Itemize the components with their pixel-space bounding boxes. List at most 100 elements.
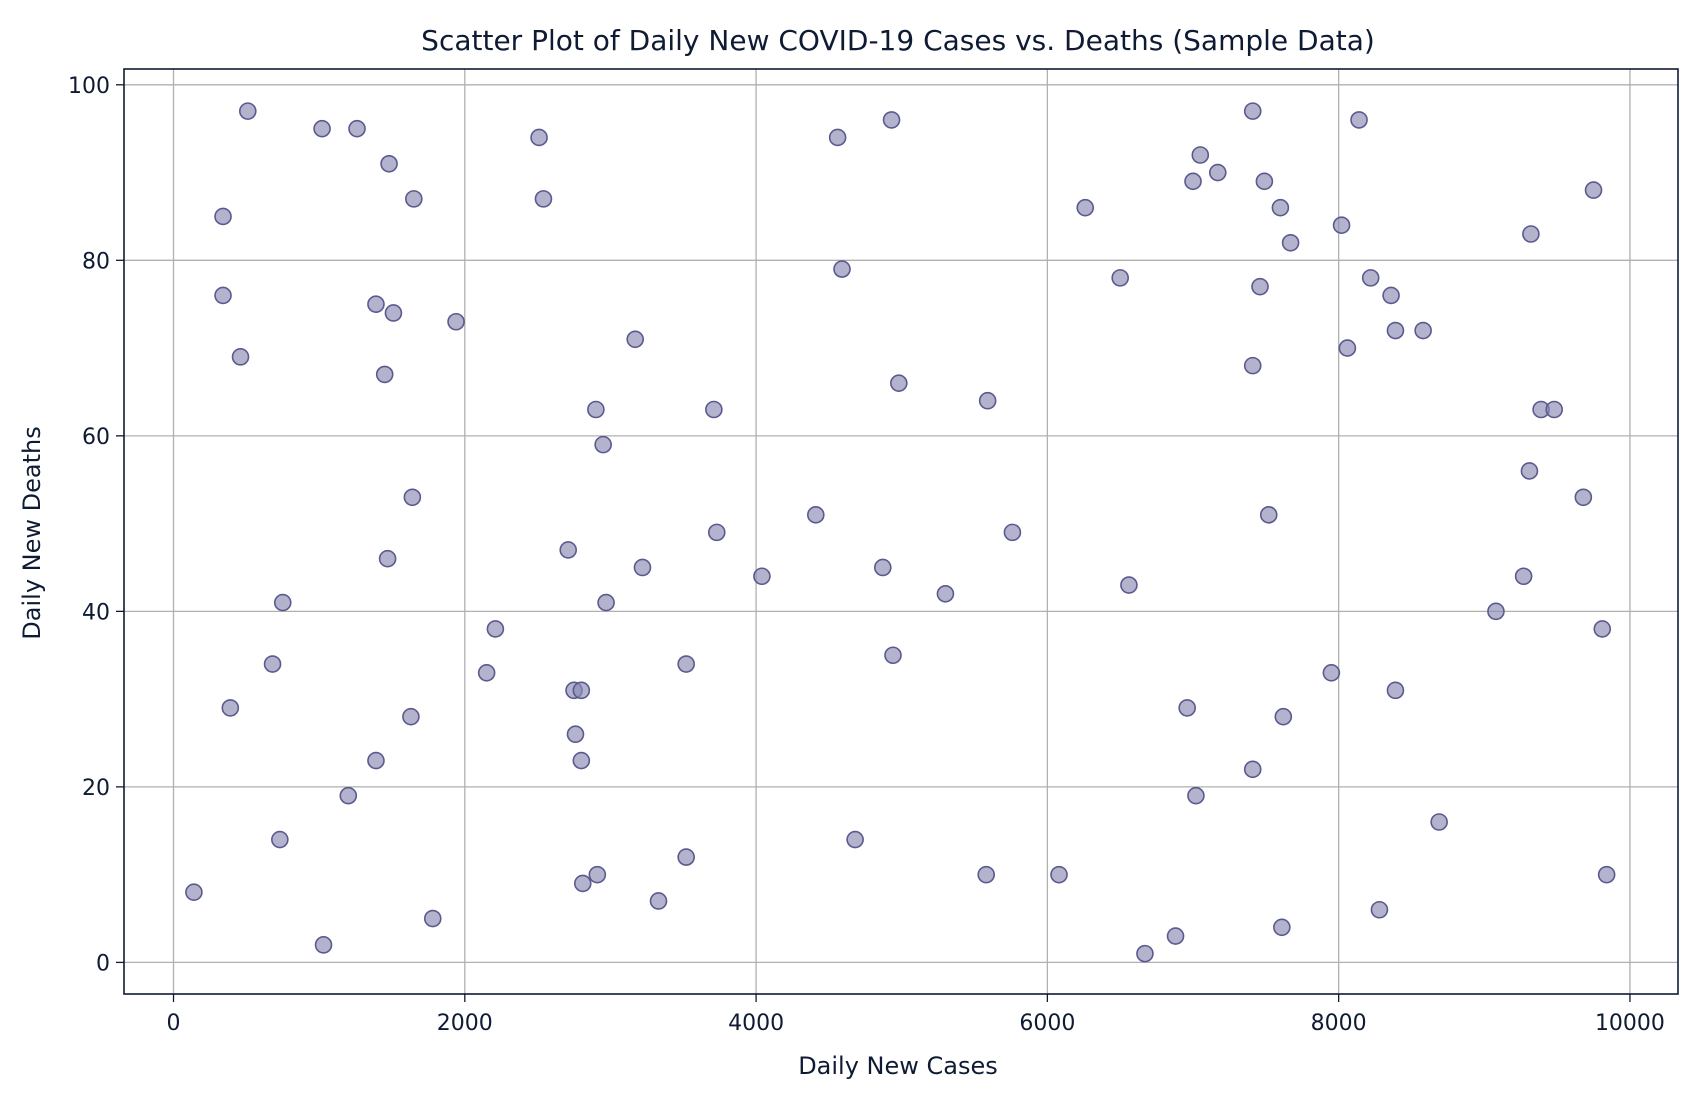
data-point [402,707,420,726]
data-point [1003,523,1022,542]
y-tick-label: 40 [82,600,110,625]
data-point [1430,813,1448,831]
x-tick-label: 8000 [1311,1011,1367,1036]
data-point [1191,146,1210,164]
data-point [828,128,847,147]
data-point [1076,198,1095,217]
data-point [1184,172,1202,191]
x-tick-label: 4000 [728,1011,784,1036]
data-point [530,128,548,147]
y-tick-label: 60 [82,425,110,450]
data-point [477,663,496,682]
data-point [214,207,232,226]
data-point [405,190,423,208]
data-point [1332,216,1351,235]
ticks-layer: 0 2000 4000 6000 8000 10000 0 20 40 60 80 100 [68,74,1665,1036]
data-point [384,304,403,322]
data-point [587,400,605,419]
data-point [1187,786,1205,805]
data-point [447,312,465,331]
data-point [1545,400,1564,419]
data-point [833,260,851,278]
grid-layer [124,69,1678,994]
data-point [572,751,591,770]
data-point [594,435,612,454]
y-axis-label: Daily New Deaths [18,426,46,639]
data-point [1382,286,1400,305]
data-point [873,558,892,577]
data-point [1243,102,1262,120]
data-point [314,936,333,954]
x-tick-label: 6000 [1019,1011,1075,1036]
data-point [1271,198,1290,217]
data-point [882,111,901,129]
data-point [1522,225,1540,243]
data-point [1386,321,1405,340]
y-tick-label: 20 [82,776,110,801]
x-tick-label: 2000 [437,1011,493,1036]
data-point [1593,620,1612,638]
data-point [977,865,996,884]
data-point [367,751,385,770]
data-point [375,365,394,384]
data-point [1386,681,1405,700]
data-point [1584,181,1603,199]
data-point [423,909,442,928]
data-point [707,523,726,542]
data-point [572,681,591,700]
data-point [403,488,422,507]
data-point [846,830,864,849]
data-point [1166,927,1185,945]
data-point [1251,277,1269,296]
data-point [238,102,257,120]
data-point [1597,865,1616,884]
data-point [705,400,723,419]
data-point [677,848,695,866]
data-point [1574,488,1593,507]
data-point [978,391,997,410]
data-point [633,558,652,577]
data-point [626,330,645,349]
data-point [313,119,331,138]
data-point [1243,760,1262,779]
data-point [1111,269,1129,287]
data-point [566,725,585,744]
data-point [380,154,398,173]
data-point [185,883,203,901]
data-point [339,786,358,805]
data-point [1136,944,1154,963]
x-axis-label: Daily New Cases [798,1052,998,1080]
data-point [378,549,397,568]
data-point [1120,576,1138,594]
data-point [753,567,771,586]
data-point [1050,865,1068,884]
y-tick-label: 80 [82,249,110,274]
data-point [1274,707,1293,726]
points-layer [185,102,1616,963]
data-point [1370,900,1389,919]
chart-title: Scatter Plot of Daily New COVID-19 Cases… [421,24,1375,57]
x-tick-label: 10000 [1595,1011,1665,1036]
data-point [1178,699,1196,717]
x-tick-label: 0 [167,1011,181,1036]
data-point [1487,602,1505,621]
data-point [588,865,607,884]
data-point [1414,321,1432,340]
data-point [884,646,902,665]
y-tick-label: 0 [96,951,110,976]
data-point [486,620,505,638]
plot-frame [123,68,1679,995]
data-point [263,655,282,673]
data-point [271,830,289,849]
data-point [1208,163,1227,182]
data-point [221,699,240,717]
data-point [1520,462,1539,480]
data-point [1350,111,1368,129]
data-point [890,374,908,392]
data-point [1514,567,1533,586]
data-point [214,286,232,305]
data-point [1322,663,1341,682]
data-point [1273,918,1291,937]
